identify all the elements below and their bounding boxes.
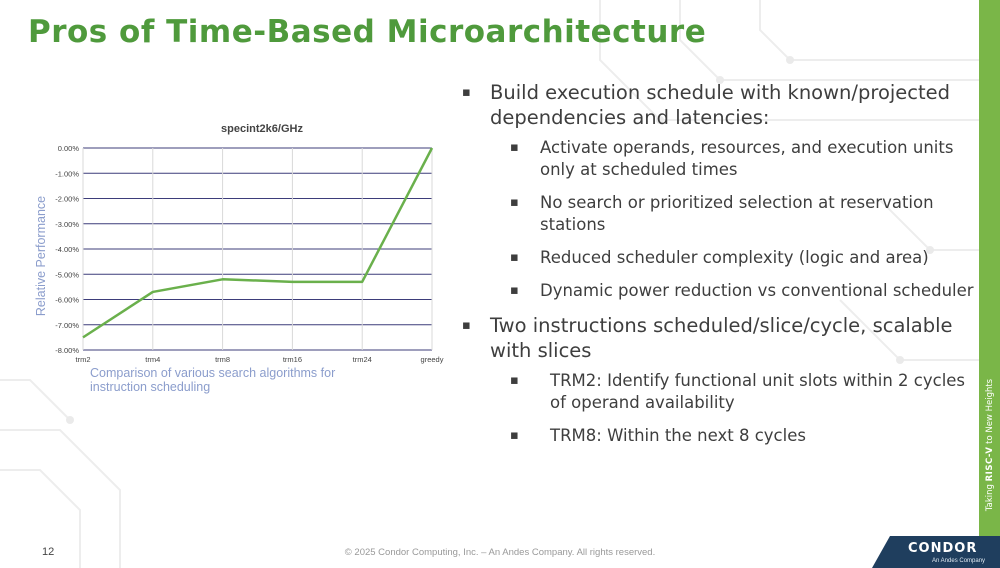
- sub-bullet-item-7: ▪ TRM8: Within the next 8 cycles: [462, 425, 974, 447]
- chart-title: specint2k6/GHz: [221, 123, 303, 135]
- tagline-prefix: Taking: [985, 484, 995, 512]
- tagline: Taking RISC-V to New Heights: [985, 379, 995, 511]
- y-tick-label: -2.00%: [55, 195, 79, 204]
- x-tick-label: greedy: [421, 355, 444, 364]
- bullet-marker: ▪: [510, 195, 519, 210]
- tagline-brand: RISC-V: [985, 446, 995, 482]
- chart-caption-line-1: Comparison of various search algorithms …: [90, 366, 335, 380]
- bullet-list: ▪ Build execution schedule with known/pro…: [462, 80, 974, 458]
- accent-sidebar: [979, 0, 1000, 568]
- sub-bullet-item-6: ▪ TRM2: Identify functional unit slots wi…: [462, 370, 974, 414]
- bullet-text: TRM8: Within the next 8 cycles: [550, 426, 806, 445]
- bullet-text: Activate operands, resources, and execut…: [540, 138, 954, 179]
- bullet-marker: ▪: [510, 373, 519, 388]
- bullet-marker: ▪: [510, 250, 519, 265]
- sub-bullet-item-3: ▪ Reduced scheduler complexity (logic and…: [462, 247, 974, 269]
- bullet-item-5: ▪ Two instructions scheduled/slice/cycle,…: [462, 313, 974, 363]
- chart-grid: [82, 147, 433, 351]
- sub-bullet-item-4: ▪ Dynamic power reduction vs conventional…: [462, 280, 974, 302]
- y-tick-label: -3.00%: [55, 220, 79, 229]
- chart-x-ticks: trm2 trm4 trm8 trm16 trm24 greedy: [76, 355, 444, 364]
- bullet-marker: ▪: [510, 140, 519, 155]
- logo-text: CONDOR: [908, 541, 978, 556]
- y-tick-label: -6.00%: [55, 296, 79, 305]
- chart-y-ticks: 0.00% -1.00% -2.00% -3.00% -4.00% -5.00% -6.00…: [55, 144, 79, 355]
- bullet-text: Reduced scheduler complexity (logic and …: [540, 248, 929, 267]
- bullet-item-0: ▪ Build execution schedule with known/pro…: [462, 80, 974, 130]
- bullet-marker: ▪: [510, 283, 519, 298]
- chart-series: [82, 147, 434, 339]
- bullet-marker: ▪: [462, 85, 471, 100]
- sub-bullet-item-1: ▪ Activate operands, resources, and execu…: [462, 137, 974, 181]
- sub-bullet-item-2: ▪ No search or prioritized selection at r…: [462, 192, 974, 236]
- y-tick-label: -5.00%: [55, 270, 79, 279]
- x-tick-label: trm24: [353, 355, 372, 364]
- bullet-text: TRM2: Identify functional unit slots wit…: [550, 371, 966, 412]
- bullet-marker: ▪: [510, 428, 519, 443]
- y-tick-label: -1.00%: [55, 169, 79, 178]
- y-tick-label: 0.00%: [58, 144, 80, 153]
- y-tick-label: -8.00%: [55, 346, 79, 355]
- series-line: [82, 147, 434, 339]
- chart-caption-line-2: instruction scheduling: [90, 380, 210, 394]
- bullet-text: Dynamic power reduction vs conventional …: [540, 281, 974, 300]
- x-tick-label: trm16: [283, 355, 302, 364]
- condor-logo: CONDOR An Andes Company: [872, 536, 1000, 568]
- relative-performance-chart: specint2k6/GHz Relative Performance 0.00…: [34, 123, 444, 394]
- y-tick-label: -4.00%: [55, 245, 79, 254]
- bullet-text: Two instructions scheduled/slice/cycle, …: [490, 314, 953, 362]
- chart-ylabel: Relative Performance: [34, 196, 48, 316]
- y-tick-label: -7.00%: [55, 321, 79, 330]
- bullet-marker: ▪: [462, 318, 471, 333]
- bullet-text: No search or prioritized selection at re…: [540, 193, 934, 234]
- x-tick-label: trm8: [215, 355, 230, 364]
- copyright-footer: © 2025 Condor Computing, Inc. – An Andes…: [344, 547, 656, 558]
- bullet-text: Build execution schedule with known/proj…: [490, 81, 951, 129]
- page-number: 12: [42, 546, 55, 558]
- logo-subtext: An Andes Company: [932, 558, 986, 564]
- tagline-suffix: to New Heights: [985, 378, 995, 444]
- slide-title: Pros of Time-Based Microarchitecture: [28, 14, 707, 50]
- x-tick-label: trm2: [76, 355, 91, 364]
- x-tick-label: trm4: [145, 355, 160, 364]
